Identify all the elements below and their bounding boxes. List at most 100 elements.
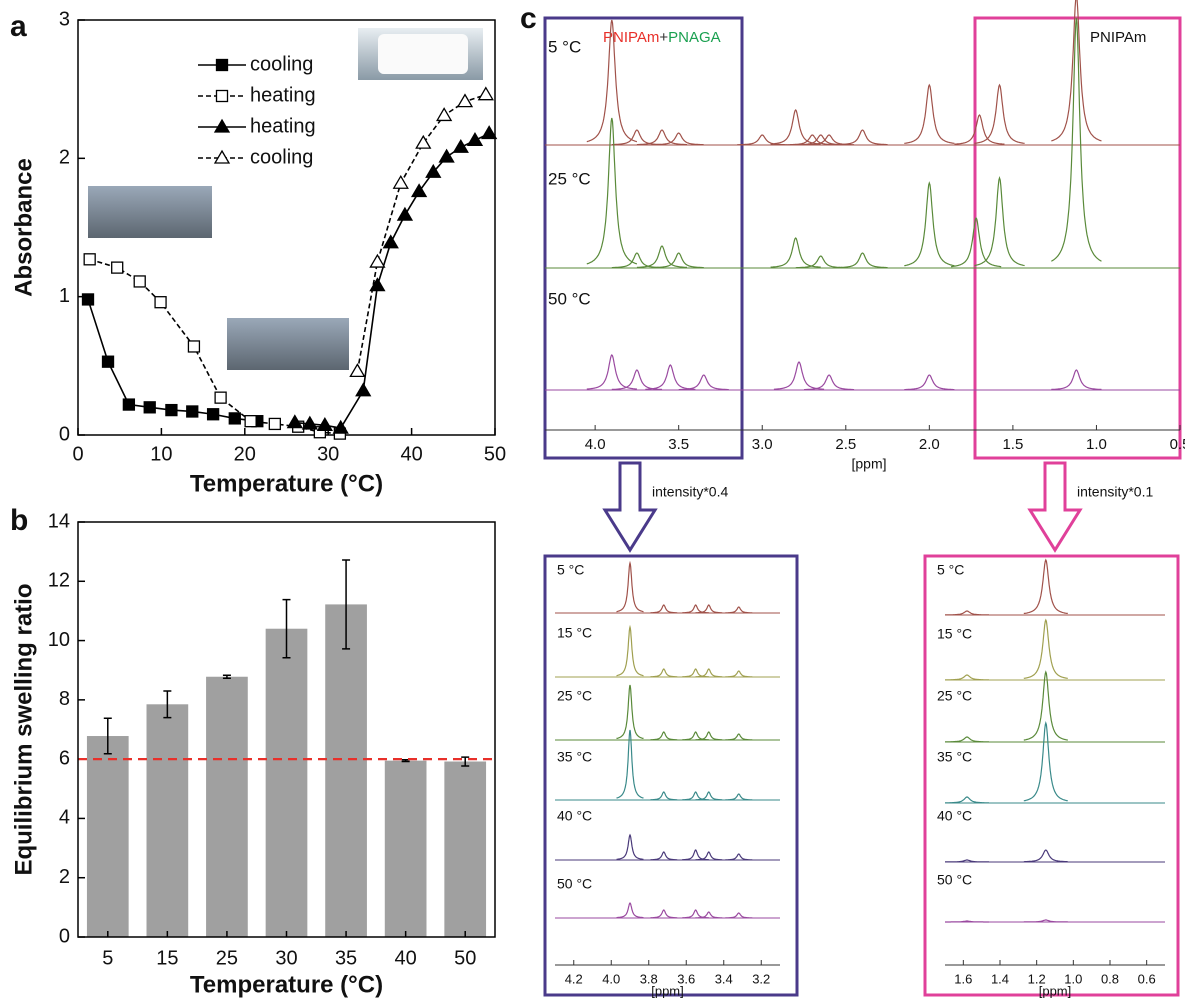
x-tick-label: 5 [102,947,113,969]
point [425,163,442,178]
peak [695,791,723,801]
x-axis-label: Temperature (°C) [190,470,383,497]
x-tick-label: 3.0 [752,436,773,453]
y-axis-label: Equilibrium swelling ratio [10,583,37,875]
x-tick-label: 20 [234,443,256,465]
point [466,132,484,146]
peak [616,729,644,799]
x-tick-label: 4.2 [565,971,583,986]
peak [1023,720,1068,802]
peak [682,604,710,614]
y-tick-label: 0 [59,423,70,445]
x-tick-label: 15 [156,947,178,969]
y-tick-label: 2 [59,866,70,888]
point [438,148,455,163]
error-bar [282,598,291,659]
y-tick-label: 2 [59,147,70,169]
x-tick-label: 0.6 [1138,971,1156,986]
peak [974,83,1025,144]
error-bar [461,756,470,767]
legend-marker [215,89,229,103]
peak [1023,670,1068,741]
series-line [294,132,490,429]
peak [611,129,662,146]
bar [86,736,129,937]
peak [682,731,710,741]
series-label: 25 °C [548,169,591,188]
point [301,415,318,430]
point [268,417,281,431]
y-tick-label: 4 [59,807,70,829]
peak [678,374,729,391]
x-axis-label: [ppm] [651,983,684,998]
peak [636,129,687,146]
peak [837,252,888,269]
peak [650,604,678,614]
peak [904,83,955,144]
bar [206,676,248,937]
bar [265,628,308,937]
x-tick-label: 25 [216,947,238,969]
x-tick-label: 0 [72,443,83,465]
y-tick-label: 0 [59,925,70,947]
peak [787,134,838,146]
annotation-part: PNIPAm [603,29,659,46]
bar [325,604,367,937]
bar [444,761,487,937]
peak [650,791,678,801]
arrow [1027,461,1083,553]
x-tick-label: 2.0 [919,436,940,453]
point [228,412,241,425]
x-tick-label: 2.5 [835,436,856,453]
peak [1051,369,1102,391]
y-tick-label: 8 [59,688,70,710]
peak [611,369,663,391]
annotation: intensity*0.1 [1077,484,1153,500]
peak [954,114,1005,145]
x-tick-label: 3.5 [668,436,689,453]
peak [1023,849,1068,863]
point [355,382,372,397]
legend-label: heating [250,84,316,106]
error-bar [163,690,172,719]
peak [682,909,710,919]
peak [616,560,644,613]
x-tick-label: 4.0 [585,436,606,453]
x-axis-label: [ppm] [1039,983,1072,998]
peak [945,736,989,743]
point [456,93,474,108]
peak [945,920,989,923]
point [332,419,349,434]
peak [1023,618,1068,679]
peak [695,851,723,861]
point [481,125,498,140]
point [83,253,96,266]
peak [804,374,855,391]
legend-marker [213,149,231,164]
peak [725,853,753,861]
peak [616,684,644,740]
peak [837,129,888,146]
x-tick-label: 40 [395,947,417,969]
peak [616,902,644,919]
x-tick-label: 3.4 [715,971,733,986]
point [186,405,199,418]
peak [1023,919,1068,923]
peak [974,176,1025,267]
peak [695,911,723,919]
series-label: 35 °C [937,749,972,765]
peak [682,849,710,861]
x-tick-label: 0.8 [1101,971,1119,986]
legend-label: heating [250,115,316,137]
peak [650,731,678,741]
series-label: 40 °C [937,808,972,824]
plot-frame [77,521,496,938]
x-tick-label: 3.8 [640,971,658,986]
peak [695,604,723,614]
peak [1051,17,1102,262]
point [133,275,146,288]
point [415,134,432,149]
peak [611,252,662,269]
